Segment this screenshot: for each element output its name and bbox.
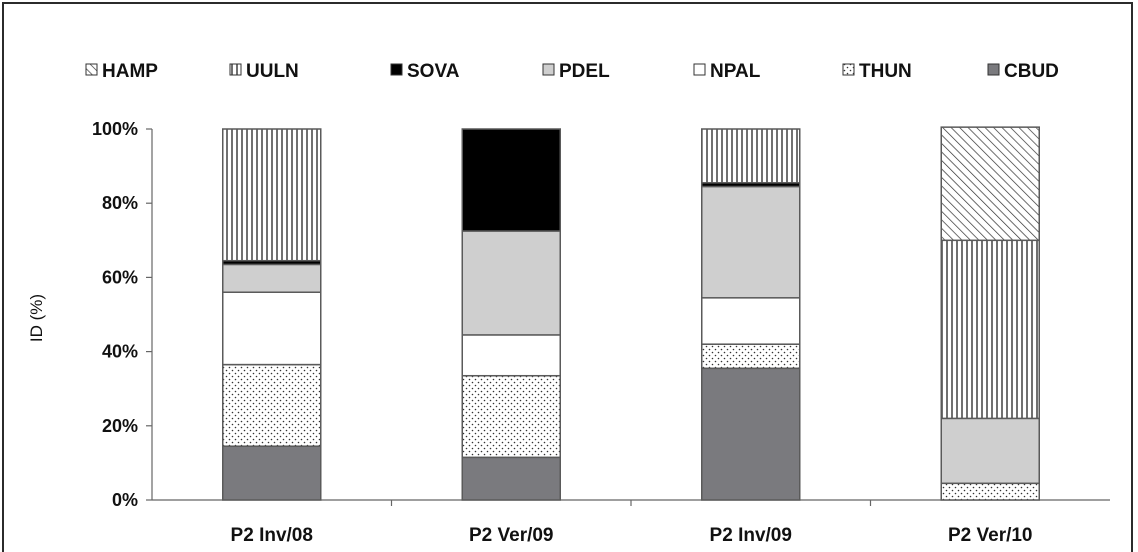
legend-item-sova: SOVA (390, 61, 460, 82)
legend-item-npal: NPAL (693, 61, 761, 82)
legend-label: HAMP (102, 61, 158, 82)
y-tick-label: 0% (112, 490, 138, 510)
legend-item-cbud: CBUD (987, 61, 1059, 82)
legend-swatch (987, 63, 1000, 76)
bar-segment-thun (222, 363, 322, 447)
bar-segment-thun (940, 482, 1040, 501)
x-tick-label: P2 Inv/09 (710, 525, 792, 546)
legend-item-hamp: HAMP (85, 61, 158, 82)
bar-segment-uuln (701, 128, 801, 184)
bar-stack-p2-inv-08 (222, 128, 322, 501)
bar-segment-thun (701, 343, 801, 370)
bar-segment-sova (461, 128, 561, 232)
bar-segment-uuln (940, 239, 1040, 420)
bar-segment-pdel (461, 230, 561, 336)
bar-segment-thun (461, 374, 561, 459)
legend-item-pdel: PDEL (542, 61, 610, 82)
legend-swatch (390, 63, 403, 76)
legend-swatch (842, 63, 855, 76)
y-tick-label: 60% (102, 267, 138, 287)
bar-segment-cbud (701, 367, 801, 501)
legend-label: NPAL (710, 61, 761, 82)
legend-item-thun: THUN (842, 61, 912, 82)
bar-segment-npal (461, 334, 561, 377)
bar-segment-cbud (222, 445, 322, 501)
bar-stack-p2-inv-09 (701, 128, 801, 501)
bar-segment-cbud (461, 456, 561, 501)
legend-item-uuln: UULN (229, 61, 299, 82)
legend-swatch (85, 63, 98, 76)
x-tick-label: P2 Ver/09 (469, 525, 554, 546)
legend-label: PDEL (559, 61, 610, 82)
y-tick-label: 80% (102, 193, 138, 213)
x-tick-labels: P2 Inv/08 P2 Ver/09 P2 Inv/09 P2 Ver/10 (231, 525, 1033, 546)
bar-stack-p2-ver-09 (461, 128, 561, 501)
y-tick-label: 20% (102, 416, 138, 436)
legend-label: THUN (859, 61, 912, 82)
bar-segment-pdel (222, 263, 322, 293)
legend-swatch (542, 63, 555, 76)
legend: HAMP UULN SOVA PDEL NPAL THUN CBUD (85, 61, 1059, 82)
bar-segment-npal (701, 297, 801, 345)
bar-segment-pdel (701, 185, 801, 299)
legend-label: SOVA (407, 61, 460, 82)
legend-label: CBUD (1004, 61, 1059, 82)
bars (222, 126, 1040, 501)
y-tick-label: 100% (92, 119, 138, 139)
bar-stack-p2-ver-10 (940, 126, 1040, 501)
legend-label: UULN (246, 61, 299, 82)
x-tick-label: P2 Ver/10 (948, 525, 1033, 546)
bar-segment-hamp (940, 126, 1040, 242)
bar-segment-npal (222, 291, 322, 366)
legend-swatch (693, 63, 706, 76)
y-axis-label: ID (%) (27, 294, 46, 342)
x-tick-label: P2 Inv/08 (231, 525, 313, 546)
y-tick-label: 40% (102, 342, 138, 362)
legend-swatch (229, 63, 242, 76)
bar-segment-uuln (222, 128, 322, 262)
bar-segment-pdel (940, 417, 1040, 485)
